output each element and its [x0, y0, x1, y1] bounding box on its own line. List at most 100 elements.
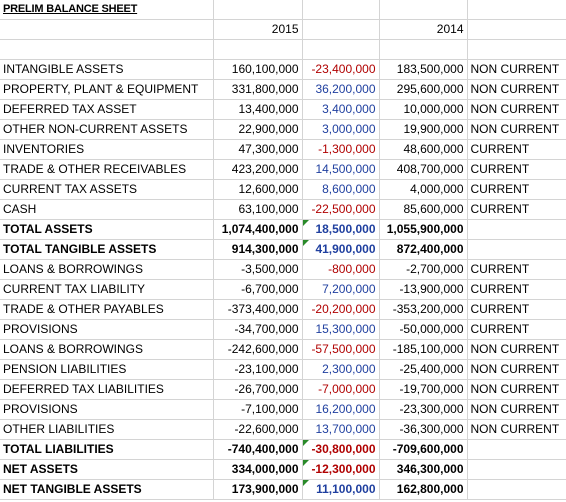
- value-2015-cell[interactable]: 12,600,000: [213, 179, 303, 200]
- row-label-cell[interactable]: TRADE & OTHER RECEIVABLES: [0, 159, 214, 180]
- change-cell[interactable]: -1,300,000: [302, 139, 380, 160]
- value-2015-cell[interactable]: 47,300,000: [213, 139, 303, 160]
- change-cell[interactable]: -12,300,000: [302, 459, 380, 480]
- row-label-cell[interactable]: PROVISIONS: [0, 319, 214, 340]
- classification-cell[interactable]: NON CURRENT: [467, 399, 566, 420]
- classification-cell[interactable]: NON CURRENT: [467, 59, 566, 80]
- classification-cell[interactable]: NON CURRENT: [467, 339, 566, 360]
- value-2014-cell[interactable]: 872,400,000: [379, 239, 468, 260]
- row-label-cell[interactable]: TOTAL ASSETS: [0, 219, 214, 240]
- change-cell[interactable]: 7,200,000: [302, 279, 380, 300]
- value-2014-cell[interactable]: 1,055,900,000: [379, 219, 468, 240]
- value-2015-cell[interactable]: -373,400,000: [213, 299, 303, 320]
- value-2014-cell[interactable]: 346,300,000: [379, 459, 468, 480]
- value-2015-cell[interactable]: 13,400,000: [213, 99, 303, 120]
- value-2014-cell[interactable]: -36,300,000: [379, 419, 468, 440]
- row-label-cell[interactable]: TOTAL TANGIBLE ASSETS: [0, 239, 214, 260]
- row-label-cell[interactable]: NET ASSETS: [0, 459, 214, 480]
- change-cell[interactable]: -57,500,000: [302, 339, 380, 360]
- value-2014-cell[interactable]: -19,700,000: [379, 379, 468, 400]
- row-label-cell[interactable]: PROPERTY, PLANT & EQUIPMENT: [0, 79, 214, 100]
- classification-cell[interactable]: CURRENT: [467, 159, 566, 180]
- value-2014-cell[interactable]: 85,600,000: [379, 199, 468, 220]
- row-label-cell[interactable]: INVENTORIES: [0, 139, 214, 160]
- classification-cell[interactable]: CURRENT: [467, 319, 566, 340]
- row-label-cell[interactable]: NET TANGIBLE ASSETS: [0, 479, 214, 500]
- change-cell[interactable]: 11,100,000: [302, 479, 380, 500]
- empty-cell[interactable]: [379, 0, 468, 20]
- year-2015-header[interactable]: 2015: [213, 19, 303, 40]
- value-2015-cell[interactable]: -242,600,000: [213, 339, 303, 360]
- row-label-cell[interactable]: LOANS & BORROWINGS: [0, 259, 214, 280]
- value-2015-cell[interactable]: 914,300,000: [213, 239, 303, 260]
- value-2014-cell[interactable]: 408,700,000: [379, 159, 468, 180]
- value-2015-cell[interactable]: -26,700,000: [213, 379, 303, 400]
- classification-cell[interactable]: [467, 439, 566, 460]
- value-2014-cell[interactable]: -2,700,000: [379, 259, 468, 280]
- row-label-cell[interactable]: CASH: [0, 199, 214, 220]
- empty-cell[interactable]: [213, 39, 303, 60]
- change-cell[interactable]: -800,000: [302, 259, 380, 280]
- value-2015-cell[interactable]: 173,900,000: [213, 479, 303, 500]
- classification-cell[interactable]: NON CURRENT: [467, 79, 566, 100]
- row-label-cell[interactable]: OTHER LIABILITIES: [0, 419, 214, 440]
- value-2014-cell[interactable]: 10,000,000: [379, 99, 468, 120]
- change-cell[interactable]: 13,700,000: [302, 419, 380, 440]
- empty-cell[interactable]: [302, 19, 380, 40]
- value-2015-cell[interactable]: -3,500,000: [213, 259, 303, 280]
- row-label-cell[interactable]: TRADE & OTHER PAYABLES: [0, 299, 214, 320]
- change-cell[interactable]: -23,400,000: [302, 59, 380, 80]
- change-cell[interactable]: 16,200,000: [302, 399, 380, 420]
- value-2015-cell[interactable]: 1,074,400,000: [213, 219, 303, 240]
- empty-cell[interactable]: [0, 19, 214, 40]
- value-2014-cell[interactable]: 19,900,000: [379, 119, 468, 140]
- value-2015-cell[interactable]: 22,900,000: [213, 119, 303, 140]
- classification-cell[interactable]: CURRENT: [467, 179, 566, 200]
- value-2015-cell[interactable]: 331,800,000: [213, 79, 303, 100]
- change-cell[interactable]: 14,500,000: [302, 159, 380, 180]
- value-2014-cell[interactable]: -50,000,000: [379, 319, 468, 340]
- row-label-cell[interactable]: OTHER NON-CURRENT ASSETS: [0, 119, 214, 140]
- change-cell[interactable]: 8,600,000: [302, 179, 380, 200]
- value-2014-cell[interactable]: -185,100,000: [379, 339, 468, 360]
- change-cell[interactable]: 3,400,000: [302, 99, 380, 120]
- value-2014-cell[interactable]: 162,800,000: [379, 479, 468, 500]
- classification-cell[interactable]: CURRENT: [467, 139, 566, 160]
- row-label-cell[interactable]: DEFERRED TAX LIABILITIES: [0, 379, 214, 400]
- classification-cell[interactable]: [467, 239, 566, 260]
- value-2014-cell[interactable]: 183,500,000: [379, 59, 468, 80]
- change-cell[interactable]: -22,500,000: [302, 199, 380, 220]
- empty-cell[interactable]: [379, 39, 468, 60]
- value-2015-cell[interactable]: 160,100,000: [213, 59, 303, 80]
- classification-cell[interactable]: CURRENT: [467, 199, 566, 220]
- row-label-cell[interactable]: PENSION LIABILITIES: [0, 359, 214, 380]
- value-2014-cell[interactable]: 295,600,000: [379, 79, 468, 100]
- change-cell[interactable]: -20,200,000: [302, 299, 380, 320]
- row-label-cell[interactable]: TOTAL LIABILITIES: [0, 439, 214, 460]
- value-2014-cell[interactable]: -709,600,000: [379, 439, 468, 460]
- change-cell[interactable]: 18,500,000: [302, 219, 380, 240]
- value-2015-cell[interactable]: 423,200,000: [213, 159, 303, 180]
- classification-cell[interactable]: NON CURRENT: [467, 419, 566, 440]
- value-2015-cell[interactable]: 63,100,000: [213, 199, 303, 220]
- empty-cell[interactable]: [467, 39, 566, 60]
- value-2014-cell[interactable]: 4,000,000: [379, 179, 468, 200]
- empty-cell[interactable]: [302, 0, 380, 20]
- value-2014-cell[interactable]: -13,900,000: [379, 279, 468, 300]
- classification-cell[interactable]: NON CURRENT: [467, 119, 566, 140]
- classification-cell[interactable]: CURRENT: [467, 299, 566, 320]
- change-cell[interactable]: 36,200,000: [302, 79, 380, 100]
- value-2015-cell[interactable]: -6,700,000: [213, 279, 303, 300]
- classification-cell[interactable]: NON CURRENT: [467, 99, 566, 120]
- classification-cell[interactable]: [467, 459, 566, 480]
- classification-cell[interactable]: NON CURRENT: [467, 359, 566, 380]
- row-label-cell[interactable]: INTANGIBLE ASSETS: [0, 59, 214, 80]
- classification-cell[interactable]: CURRENT: [467, 259, 566, 280]
- value-2015-cell[interactable]: -34,700,000: [213, 319, 303, 340]
- empty-cell[interactable]: [0, 39, 214, 60]
- value-2014-cell[interactable]: -23,300,000: [379, 399, 468, 420]
- empty-cell[interactable]: [467, 0, 566, 20]
- classification-cell[interactable]: NON CURRENT: [467, 379, 566, 400]
- empty-cell[interactable]: [213, 0, 303, 20]
